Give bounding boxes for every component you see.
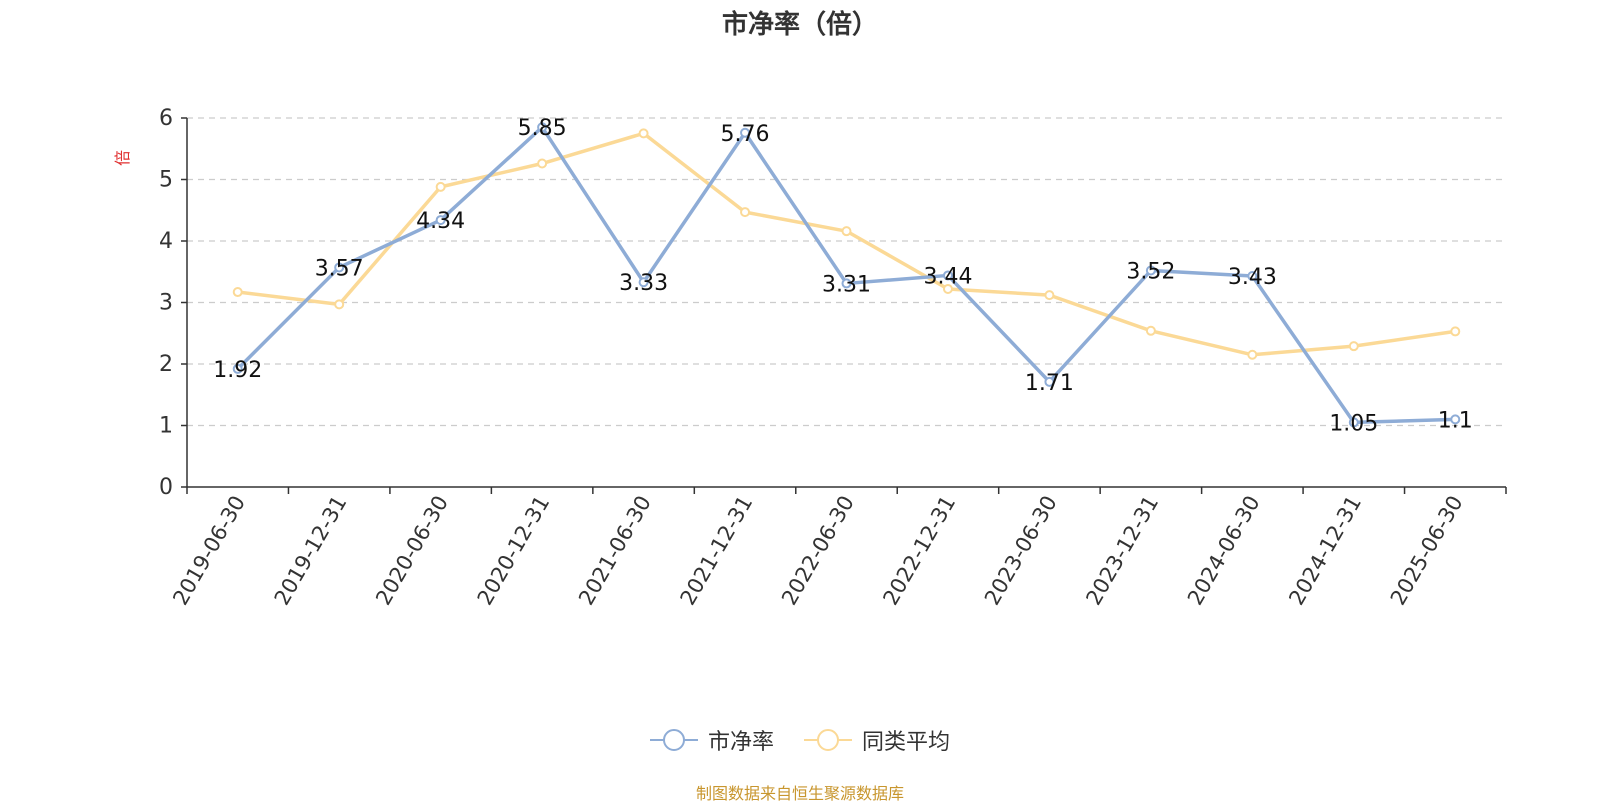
y-tick-label: 2: [159, 352, 173, 377]
data-label-pb: 5.85: [518, 116, 567, 141]
data-label-pb: 1.92: [213, 358, 262, 383]
x-tick-label: 2022-12-31: [878, 492, 960, 610]
legend-label-peer-average: 同类平均: [862, 730, 951, 755]
data-point-peer-average: [1348, 341, 1359, 352]
data-point-pb: [1044, 376, 1055, 387]
x-tick-label: 2023-12-31: [1081, 492, 1163, 610]
data-point-peer-average: [537, 158, 548, 169]
x-tick-label: 2020-06-30: [371, 491, 453, 609]
data-point-peer-average: [334, 299, 345, 310]
data-point-pb: [740, 127, 751, 138]
data-point-pb: [1450, 414, 1461, 425]
data-point-pb: [1348, 417, 1359, 428]
data-point-pb: [638, 277, 649, 288]
data-point-pb: [942, 270, 953, 281]
legend-swatch-pb: [649, 728, 698, 752]
x-tick-label: 2025-06-30: [1386, 492, 1468, 610]
data-label-pb: 5.76: [721, 122, 770, 147]
x-tick-label: 2024-06-30: [1183, 492, 1265, 610]
data-point-peer-average: [435, 181, 446, 192]
source-footnote: 制图数据来自恒生聚源数据库: [695, 784, 904, 803]
data-point-peer-average: [232, 287, 243, 298]
y-axis-label: 倍: [113, 150, 132, 166]
data-point-pb: [1145, 265, 1156, 276]
data-point-pb: [537, 122, 548, 133]
x-tick-label: 2021-12-31: [676, 492, 758, 610]
data-point-pb: [841, 278, 852, 289]
legend: 市净率 同类平均: [0, 724, 1600, 756]
data-label-pb: 3.57: [315, 256, 364, 281]
y-tick-label: 1: [159, 414, 173, 439]
data-point-peer-average: [942, 283, 953, 294]
data-point-pb: [1247, 271, 1258, 282]
data-point-peer-average: [1450, 326, 1461, 337]
x-tick-label: 2019-12-31: [270, 492, 352, 610]
data-point-peer-average: [1145, 325, 1156, 336]
legend-item-pb[interactable]: 市净率: [649, 724, 774, 756]
data-point-peer-average: [841, 226, 852, 237]
legend-label-pb: 市净率: [707, 730, 774, 755]
data-point-peer-average: [1044, 290, 1055, 301]
y-tick-label: 4: [159, 229, 173, 254]
x-tick-label: 2023-06-30: [980, 492, 1062, 610]
x-tick-label: 2020-12-31: [473, 492, 555, 610]
x-tick-label: 2021-06-30: [574, 492, 656, 610]
data-label-pb: 3.31: [822, 272, 871, 297]
data-point-pb: [334, 262, 345, 273]
data-point-pb: [232, 363, 243, 374]
legend-swatch-peer-average: [804, 728, 852, 752]
y-tick-label: 6: [159, 106, 173, 131]
data-point-peer-average: [638, 128, 649, 139]
x-tick-label: 2022-06-30: [777, 492, 859, 610]
data-label-pb: 3.52: [1126, 260, 1175, 285]
series-line-peer-average: [237, 131, 1456, 357]
data-point-pb: [435, 215, 446, 226]
data-label-pb: 1.05: [1329, 411, 1378, 436]
data-label-pb: 3.44: [923, 264, 972, 289]
y-tick-label: 0: [159, 475, 173, 500]
data-label-pb: 3.43: [1228, 265, 1277, 290]
data-label-pb: 1.71: [1025, 371, 1074, 396]
y-tick-label: 3: [159, 291, 173, 316]
data-point-peer-average: [740, 207, 751, 218]
x-tick-label: 2019-06-30: [168, 492, 250, 610]
data-point-peer-average: [1247, 349, 1258, 360]
data-label-pb: 4.34: [416, 209, 465, 234]
chart-title: 市净率（倍）: [721, 10, 878, 40]
legend-item-peer-average[interactable]: 同类平均: [804, 724, 950, 756]
data-label-pb: 3.33: [619, 271, 668, 296]
data-label-pb: 1.1: [1438, 408, 1473, 433]
y-tick-label: 5: [159, 168, 173, 193]
x-tick-label: 2024-12-31: [1284, 492, 1366, 610]
